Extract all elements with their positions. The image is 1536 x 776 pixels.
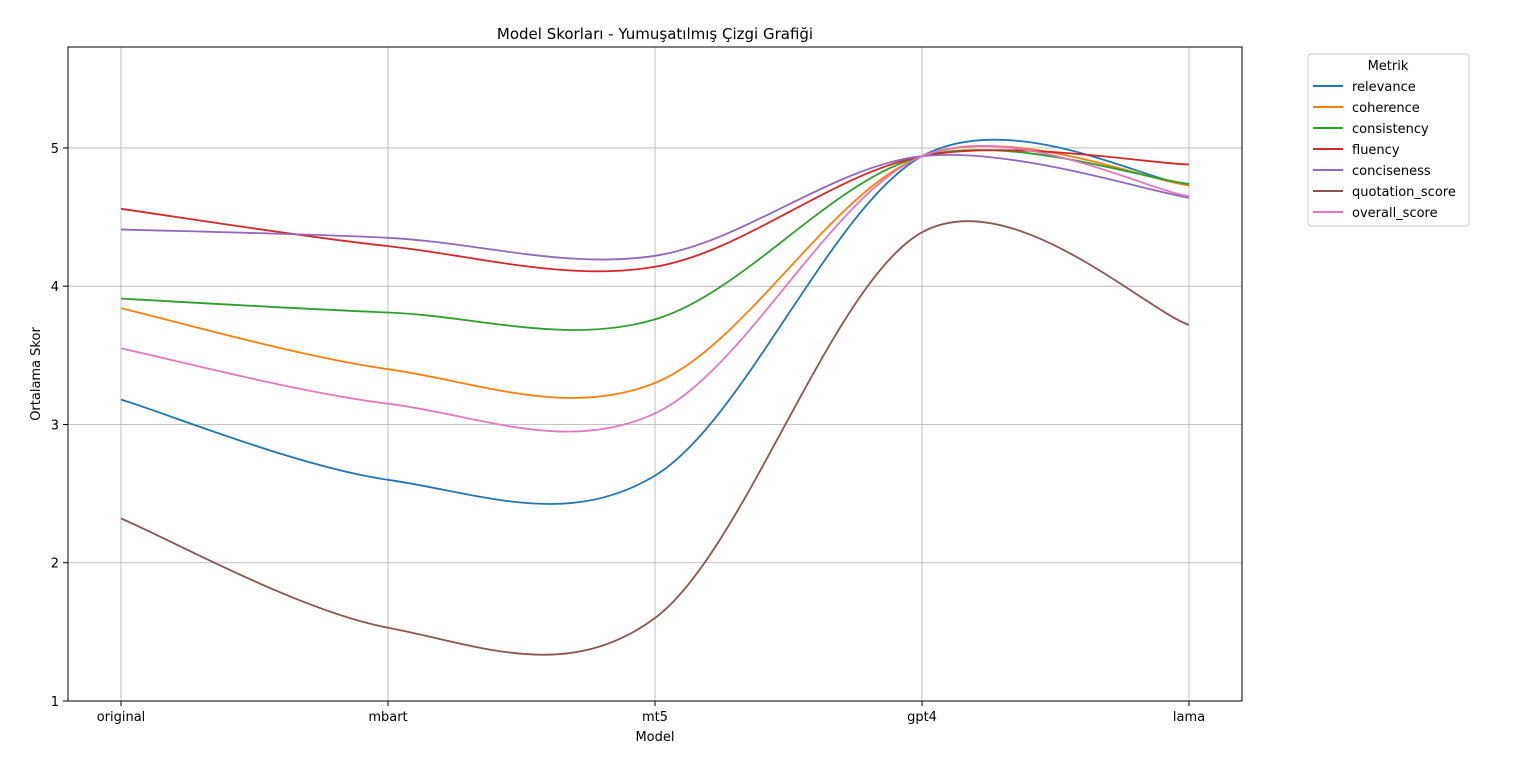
legend-label-relevance: relevance — [1352, 80, 1416, 95]
y-tick-label: 2 — [51, 557, 59, 572]
x-tick-label: gpt4 — [907, 710, 937, 725]
legend-label-overall_score: overall_score — [1352, 206, 1438, 221]
series-line-relevance — [120, 138, 1190, 505]
series-layer — [120, 138, 1190, 656]
x-tick-label: mbart — [368, 710, 407, 725]
y-axis-ticks: 1 2 3 4 5 — [51, 142, 68, 710]
y-axis-label: Ortalama Skor — [29, 327, 44, 421]
legend-label-consistency: consistency — [1352, 122, 1429, 137]
y-tick-label: 4 — [51, 280, 59, 295]
x-axis-label: Model — [635, 730, 674, 745]
x-axis-ticks: original mbart mt5 gpt4 lama — [97, 701, 1205, 725]
legend-title: Metrik — [1368, 59, 1409, 74]
legend-label-coherence: coherence — [1352, 101, 1420, 116]
y-tick-label: 3 — [51, 418, 59, 433]
legend-label-quotation_score: quotation_score — [1352, 185, 1456, 200]
x-tick-label: original — [97, 710, 146, 725]
series-line-conciseness — [120, 153, 1190, 261]
series-line-overall_score — [120, 145, 1190, 433]
x-tick-label: mt5 — [642, 710, 668, 725]
x-tick-label: lama — [1173, 710, 1205, 725]
legend: Metrik relevance coherence consistency flue… — [1307, 53, 1470, 227]
y-tick-label: 5 — [51, 142, 59, 157]
legend-box — [1307, 53, 1470, 227]
legend-label-fluency: fluency — [1352, 143, 1400, 158]
series-line-quotation_score — [120, 220, 1190, 656]
chart-title: Model Skorları - Yumuşatılmış Çizgi Graf… — [497, 25, 813, 43]
series-line-consistency — [120, 149, 1190, 331]
legend-entries: relevance coherence consistency fluency conc… — [1313, 80, 1456, 221]
y-tick-label: 1 — [51, 695, 59, 710]
legend-label-conciseness: conciseness — [1352, 164, 1431, 179]
